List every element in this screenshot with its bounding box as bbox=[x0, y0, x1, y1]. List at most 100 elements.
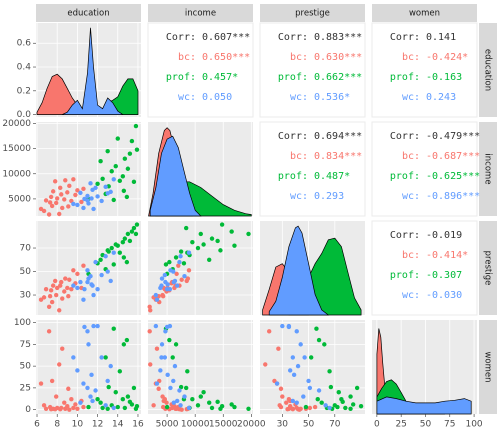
scatter-point bbox=[160, 292, 165, 298]
scatter-point bbox=[340, 399, 345, 405]
corr-value: 0.457* bbox=[202, 72, 238, 83]
y-tick-label: 50 bbox=[20, 267, 32, 277]
scatter-point bbox=[88, 181, 93, 186]
scatter-point bbox=[306, 378, 311, 384]
scatter-point bbox=[183, 385, 189, 391]
scatter-point bbox=[47, 200, 53, 205]
row-strip-label: income bbox=[483, 153, 493, 184]
upper-panel bbox=[259, 22, 366, 118]
scatter-point bbox=[158, 368, 163, 373]
scatter-point bbox=[147, 329, 152, 334]
corr-value: 0.141 bbox=[426, 32, 456, 43]
panel-background bbox=[36, 221, 141, 315]
scatter-point bbox=[327, 405, 332, 411]
scatter-point bbox=[284, 400, 289, 405]
corr-value: 0.650*** bbox=[202, 52, 250, 63]
scatter-point bbox=[115, 404, 120, 410]
scatter-point bbox=[335, 404, 340, 410]
scatter-point bbox=[67, 407, 72, 412]
scatter-point bbox=[167, 337, 172, 343]
corr-value: 0.694*** bbox=[314, 131, 362, 142]
corr-label: bc: bbox=[178, 52, 196, 63]
corr-value: 0.243 bbox=[426, 92, 456, 103]
y-tick-label: 100 bbox=[14, 318, 31, 328]
scatter-point bbox=[62, 289, 67, 294]
scatter-point bbox=[98, 159, 103, 164]
scatter-point bbox=[195, 403, 201, 408]
scatter-point bbox=[93, 185, 98, 191]
scatter-point bbox=[129, 229, 135, 234]
scatter-point bbox=[134, 147, 140, 152]
scatter-point bbox=[46, 329, 52, 334]
scatter-point bbox=[117, 250, 122, 255]
scatter-point bbox=[171, 400, 177, 405]
scatter-point bbox=[186, 250, 192, 255]
upper-panel bbox=[147, 22, 254, 118]
scatter-point bbox=[85, 385, 90, 391]
scatter-point bbox=[148, 362, 153, 367]
panel-background bbox=[36, 320, 141, 414]
scatter-point bbox=[122, 156, 128, 161]
scatter-point bbox=[290, 355, 296, 360]
scatter-point bbox=[66, 386, 71, 391]
scatter-point bbox=[131, 179, 137, 185]
scatter-point bbox=[312, 404, 318, 410]
y-tick-label: 0.6 bbox=[17, 39, 32, 49]
scatter-point bbox=[81, 186, 86, 192]
scatter-point bbox=[185, 276, 191, 281]
corr-value: -0.030 bbox=[426, 290, 462, 301]
scatter-point bbox=[124, 259, 130, 265]
scatter-point bbox=[43, 406, 49, 411]
scatter-point bbox=[307, 405, 313, 411]
scatter-point bbox=[109, 245, 114, 251]
scatter-point bbox=[179, 407, 184, 412]
scatter-point bbox=[49, 203, 55, 209]
scatter-point bbox=[121, 255, 127, 260]
scatter-point bbox=[133, 231, 139, 237]
y-tick-label: 50 bbox=[20, 362, 32, 372]
scatter-point bbox=[246, 231, 251, 237]
scatter-point bbox=[246, 406, 251, 411]
scatter-point bbox=[182, 274, 187, 279]
scatter-point bbox=[190, 397, 195, 402]
scatter-point bbox=[99, 355, 104, 360]
scatter-point bbox=[154, 346, 160, 351]
scatter-point bbox=[103, 184, 108, 190]
x-tick-label: 8 bbox=[54, 420, 60, 430]
upper-panel bbox=[371, 22, 478, 118]
scatter-point bbox=[159, 355, 164, 360]
corr-label: wc: bbox=[290, 191, 308, 202]
scatter-point bbox=[71, 268, 76, 273]
scatter-point bbox=[52, 278, 58, 284]
scatter-point bbox=[190, 239, 195, 245]
scatter-point bbox=[117, 178, 122, 184]
scatter-point bbox=[207, 257, 212, 262]
scatter-point bbox=[276, 346, 281, 351]
scatter-point bbox=[163, 262, 169, 267]
scatter-point bbox=[71, 283, 76, 288]
scatter-point bbox=[177, 388, 182, 393]
scatter-point bbox=[167, 323, 173, 329]
column-strip bbox=[36, 4, 141, 22]
scatter-point bbox=[103, 254, 108, 259]
scatter-point bbox=[179, 277, 184, 282]
scatter-point bbox=[81, 263, 86, 268]
y-tick-label: 10000 bbox=[2, 169, 31, 179]
scatter-point bbox=[103, 403, 108, 408]
scatter-point bbox=[89, 372, 94, 378]
scatter-point bbox=[113, 390, 118, 395]
scatter-point bbox=[99, 198, 104, 204]
scatter-point bbox=[229, 402, 234, 407]
scatter-point bbox=[86, 404, 91, 410]
scatter-point bbox=[111, 262, 116, 267]
scatter-point bbox=[106, 384, 111, 390]
corr-label: bc: bbox=[290, 52, 308, 63]
scatter-point bbox=[78, 400, 83, 405]
upper-panel bbox=[371, 220, 478, 316]
corr-label: bc: bbox=[290, 151, 308, 162]
corr-label: prof: bbox=[390, 171, 420, 182]
x-tick-label: 15000 bbox=[209, 420, 238, 430]
scatter-point bbox=[274, 381, 280, 386]
scatter-point bbox=[182, 394, 187, 399]
scatter-point bbox=[302, 355, 307, 360]
